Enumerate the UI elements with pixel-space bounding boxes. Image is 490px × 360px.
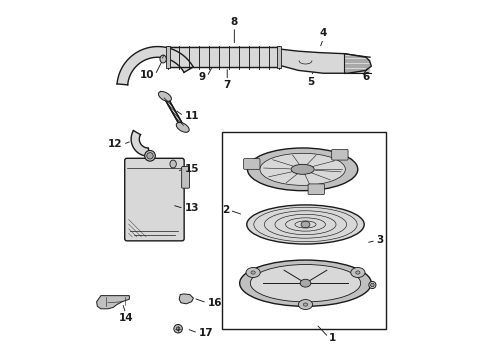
Ellipse shape: [301, 221, 310, 228]
Polygon shape: [161, 92, 187, 132]
Ellipse shape: [303, 303, 308, 306]
FancyBboxPatch shape: [125, 158, 184, 241]
Polygon shape: [97, 296, 129, 309]
Polygon shape: [131, 131, 148, 156]
Ellipse shape: [298, 300, 313, 310]
Text: 16: 16: [208, 298, 222, 308]
Text: 6: 6: [363, 72, 369, 82]
Ellipse shape: [369, 282, 376, 288]
Ellipse shape: [247, 205, 364, 244]
Polygon shape: [179, 294, 194, 304]
Text: 3: 3: [377, 235, 384, 246]
Ellipse shape: [240, 260, 371, 306]
Text: 8: 8: [231, 17, 238, 27]
Ellipse shape: [260, 153, 345, 185]
FancyBboxPatch shape: [332, 149, 348, 160]
Text: 10: 10: [140, 70, 154, 80]
Text: 5: 5: [307, 77, 315, 87]
Ellipse shape: [176, 327, 180, 330]
Ellipse shape: [291, 165, 314, 174]
Ellipse shape: [356, 271, 360, 274]
Ellipse shape: [351, 267, 365, 278]
Polygon shape: [280, 49, 371, 73]
Ellipse shape: [147, 153, 153, 159]
Bar: [222, 132, 386, 329]
Ellipse shape: [247, 148, 358, 191]
Ellipse shape: [176, 122, 189, 132]
Text: 1: 1: [329, 333, 336, 343]
Text: 13: 13: [185, 203, 199, 213]
Text: 9: 9: [199, 72, 206, 82]
Text: 17: 17: [199, 328, 213, 338]
FancyBboxPatch shape: [308, 184, 324, 195]
Ellipse shape: [251, 271, 255, 274]
Bar: [277, 46, 281, 68]
Ellipse shape: [145, 150, 155, 161]
Polygon shape: [117, 46, 193, 85]
Text: 11: 11: [185, 111, 199, 121]
Bar: [166, 46, 170, 68]
Ellipse shape: [170, 160, 176, 168]
Ellipse shape: [370, 283, 374, 287]
Text: 2: 2: [222, 205, 229, 215]
Ellipse shape: [160, 55, 167, 63]
Text: 14: 14: [119, 314, 133, 323]
Ellipse shape: [250, 265, 361, 302]
FancyBboxPatch shape: [168, 46, 280, 68]
Text: 4: 4: [319, 28, 327, 38]
Ellipse shape: [174, 324, 182, 333]
Ellipse shape: [300, 279, 311, 287]
Text: 7: 7: [223, 80, 231, 90]
Text: 12: 12: [108, 139, 122, 149]
Text: 15: 15: [185, 164, 199, 174]
FancyBboxPatch shape: [182, 166, 190, 188]
FancyBboxPatch shape: [244, 159, 260, 169]
Ellipse shape: [158, 91, 172, 101]
Ellipse shape: [246, 267, 260, 278]
